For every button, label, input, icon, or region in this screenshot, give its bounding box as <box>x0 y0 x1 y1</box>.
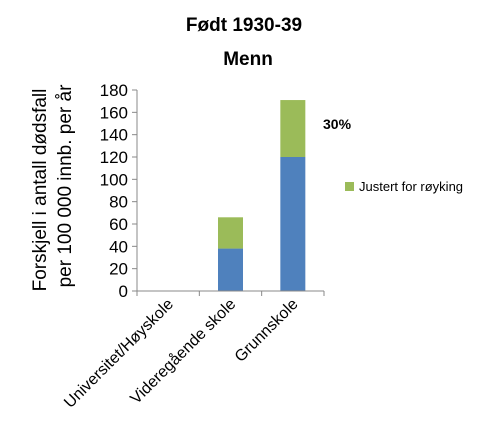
y-tick-label: 120 <box>100 148 128 167</box>
y-tick-label: 80 <box>109 193 128 212</box>
chart-title: Født 1930-39 <box>186 15 302 36</box>
y-tick-label: 40 <box>109 237 128 256</box>
bar-smoking-adjusted-1 <box>218 217 243 249</box>
bar-base-1 <box>218 248 243 291</box>
y-axis-ticks: 0 20 40 60 80 100 120 140 160 180 <box>100 81 137 301</box>
x-category-label: Grunnskole <box>232 296 302 366</box>
y-tick-label: 20 <box>109 260 128 279</box>
percent-annotation: 30% <box>323 116 352 132</box>
bars <box>218 100 306 291</box>
x-category-label: Universitet/Høyskole <box>61 296 177 412</box>
y-tick-label: 0 <box>119 282 128 301</box>
bar-base-2 <box>280 157 306 291</box>
y-tick-label: 60 <box>109 215 128 234</box>
y-axis-label-line1: Forskjell i antall dødsfall <box>30 89 51 292</box>
bar-smoking-adjusted-2 <box>280 100 306 157</box>
x-category-label: Videregående skole <box>127 295 240 408</box>
chart-subtitle: Menn <box>223 49 273 70</box>
legend-swatch-justert <box>345 182 354 191</box>
y-axis-label-line2: per 100 000 innb. per år <box>55 84 76 287</box>
legend-label-justert: Justert for røyking <box>359 179 463 194</box>
y-tick-label: 140 <box>100 126 128 145</box>
y-tick-label: 180 <box>100 81 128 100</box>
y-tick-label: 100 <box>100 170 128 189</box>
y-tick-label: 160 <box>100 103 128 122</box>
x-axis-ticks <box>136 291 325 296</box>
